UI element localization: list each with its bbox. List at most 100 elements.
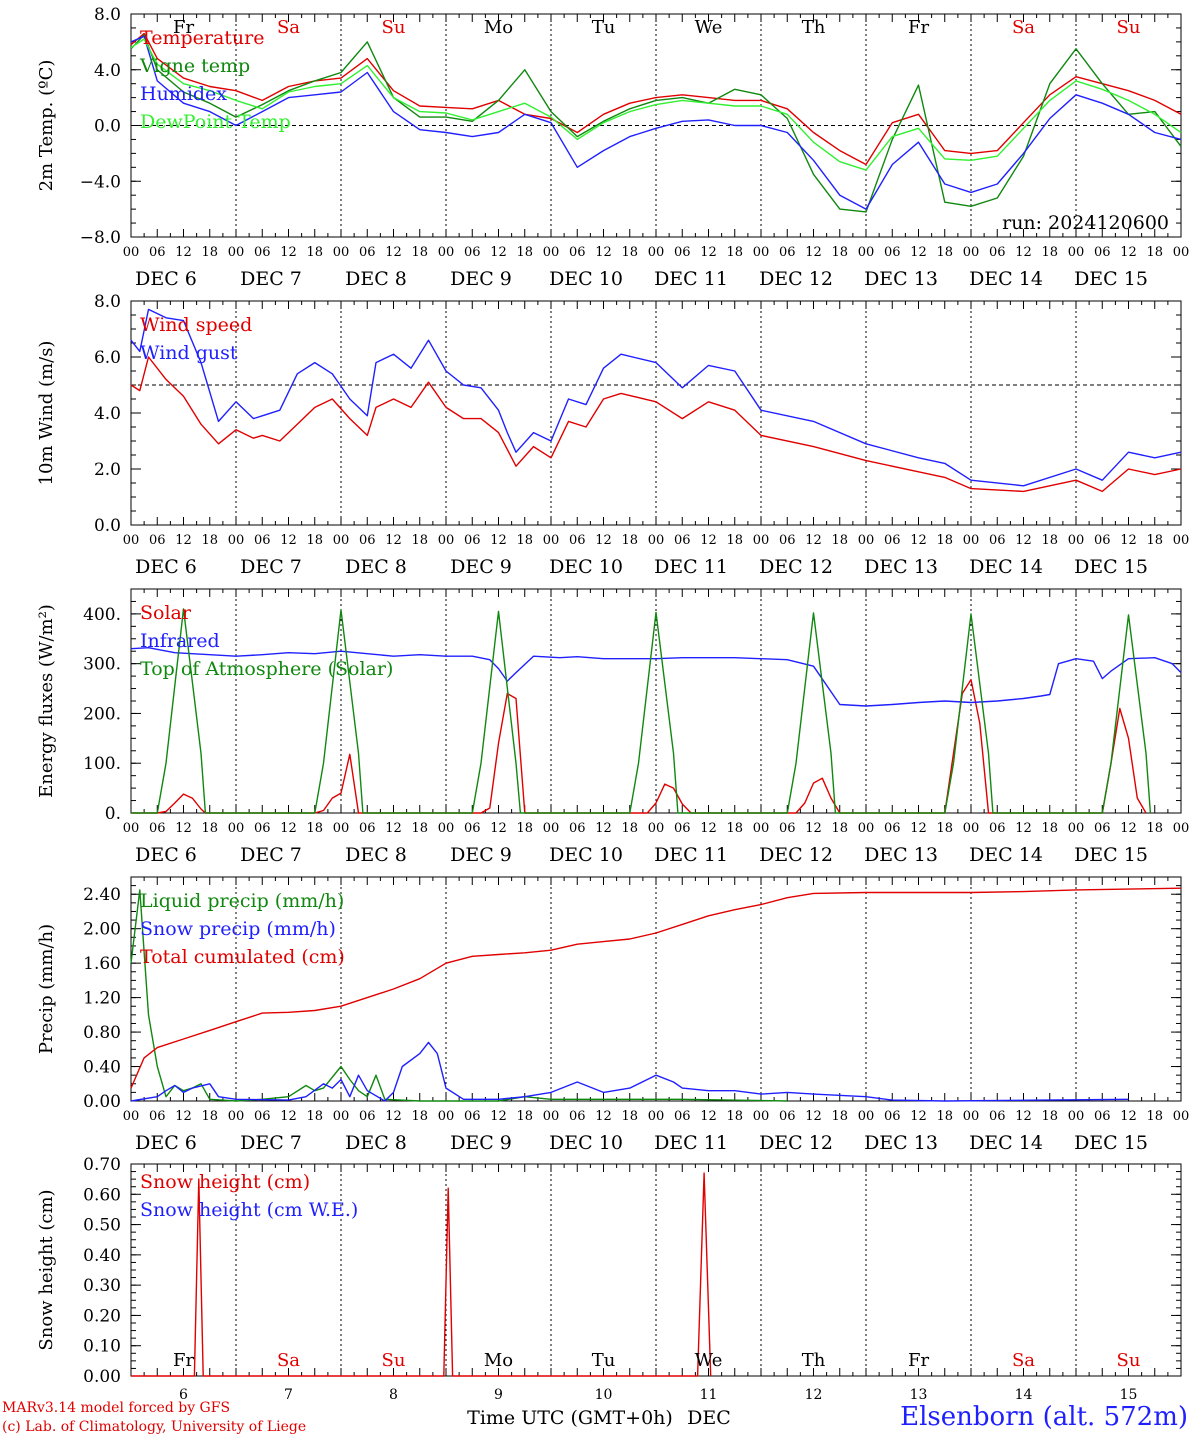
hour-label: 18 <box>1146 1109 1163 1124</box>
y-tick-label: −8.0 <box>80 228 121 248</box>
hour-label: 12 <box>700 533 717 548</box>
hour-label: 06 <box>254 1109 271 1124</box>
x-axis-label: Time UTC (GMT+0h) <box>467 1407 673 1429</box>
hour-label: 06 <box>674 245 691 260</box>
hour-label: 06 <box>884 245 901 260</box>
hour-label: 00 <box>858 821 875 836</box>
hour-label: 18 <box>516 245 533 260</box>
hour-label: 18 <box>201 245 218 260</box>
day-label: DEC 11 <box>654 1132 728 1154</box>
hour-label: 00 <box>438 1109 455 1124</box>
hour-label: 06 <box>989 821 1006 836</box>
hour-label: 06 <box>359 533 376 548</box>
hour-label: 06 <box>1094 821 1111 836</box>
series-line-temperature <box>130 32 1182 166</box>
hour-label: 18 <box>621 245 638 260</box>
hour-label: 06 <box>884 533 901 548</box>
day-label: DEC 8 <box>345 556 407 578</box>
hour-label: 06 <box>569 1109 586 1124</box>
hour-label: 00 <box>543 1109 560 1124</box>
y-tick-label: 0.40 <box>83 1246 121 1266</box>
day-label: DEC 12 <box>759 268 833 290</box>
hour-label: 00 <box>753 821 770 836</box>
hour-label: 06 <box>359 245 376 260</box>
hour-label: 00 <box>123 533 140 548</box>
hour-label: 18 <box>831 533 848 548</box>
hour-label: 18 <box>1041 245 1058 260</box>
y-tick-label: 4.0 <box>94 61 121 81</box>
y-tick-label: 0.80 <box>83 1023 121 1043</box>
hour-label: 12 <box>1015 1109 1032 1124</box>
hour-label: 18 <box>1041 1109 1058 1124</box>
series-line-wind-gust <box>130 308 1182 487</box>
weekday-label: Sa <box>277 1350 300 1371</box>
legend-entry: Snow precip (mm/h) <box>140 918 336 940</box>
day-label: DEC 7 <box>240 556 302 578</box>
hour-label: 18 <box>201 821 218 836</box>
weekday-label: Fr <box>908 1350 929 1371</box>
hour-label: 06 <box>149 821 166 836</box>
run-label: run: 2024120600 <box>1002 212 1169 234</box>
hour-label: 00 <box>123 1109 140 1124</box>
y-axis-label: Energy fluxes (W/m²) <box>36 604 57 798</box>
series-line-wind-speed <box>130 356 1182 493</box>
y-tick-label: 0.0 <box>94 516 121 536</box>
hour-label: 18 <box>621 821 638 836</box>
hour-label: 06 <box>254 821 271 836</box>
hour-label: 00 <box>963 1109 980 1124</box>
hour-label: 00 <box>123 245 140 260</box>
hour-label: 06 <box>779 1109 796 1124</box>
day-label: DEC 7 <box>240 1132 302 1154</box>
hour-label: 12 <box>385 245 402 260</box>
day-number-label: 9 <box>494 1387 503 1403</box>
legend-entry: Solar <box>140 602 192 624</box>
day-number-label: 13 <box>910 1387 928 1403</box>
hour-label: 06 <box>884 821 901 836</box>
day-label: DEC 7 <box>240 268 302 290</box>
hour-label: 12 <box>385 533 402 548</box>
hour-label: 18 <box>516 533 533 548</box>
hour-label: 12 <box>490 533 507 548</box>
hour-label: 00 <box>333 821 350 836</box>
weekday-label: Su <box>1117 17 1141 38</box>
hour-label: 12 <box>280 1109 297 1124</box>
hour-label: 12 <box>700 1109 717 1124</box>
hour-label: 00 <box>963 533 980 548</box>
y-tick-label: 0.30 <box>83 1276 121 1296</box>
hour-label: 18 <box>621 533 638 548</box>
day-label: DEC 13 <box>864 844 938 866</box>
hour-label: 12 <box>910 533 927 548</box>
hour-label: 00 <box>333 1109 350 1124</box>
day-label: DEC 11 <box>654 556 728 578</box>
weekday-label: Tu <box>592 1350 616 1371</box>
y-tick-label: −4.0 <box>80 172 121 192</box>
series-line-solar <box>131 678 1147 814</box>
hour-label: 18 <box>1146 245 1163 260</box>
day-number-label: 14 <box>1015 1387 1033 1403</box>
hour-label: 18 <box>201 1109 218 1124</box>
series-line-snow-height-cm- <box>131 1172 712 1377</box>
hour-label: 00 <box>858 245 875 260</box>
y-axis-label: 2m Temp. (ºC) <box>36 60 57 192</box>
y-tick-label: 0.50 <box>83 1216 121 1236</box>
day-label: DEC 12 <box>759 1132 833 1154</box>
hour-label: 00 <box>543 245 560 260</box>
hour-label: 18 <box>201 533 218 548</box>
day-label: DEC 9 <box>450 844 512 866</box>
y-tick-label: 0.0 <box>94 117 121 137</box>
y-tick-label: 200. <box>83 704 121 724</box>
hour-label: 18 <box>1041 821 1058 836</box>
hour-label: 00 <box>648 821 665 836</box>
weekday-label: Mo <box>484 1350 513 1371</box>
hour-label: 06 <box>1094 533 1111 548</box>
series-line-total-cumulated-cm- <box>130 887 1182 1089</box>
legend-entry: Snow height (cm W.E.) <box>140 1199 358 1221</box>
hour-label: 06 <box>149 245 166 260</box>
day-number-label: 10 <box>595 1387 613 1403</box>
y-tick-label: 1.20 <box>83 989 121 1009</box>
day-label: DEC 14 <box>969 268 1043 290</box>
hour-label: 18 <box>831 821 848 836</box>
weekday-label: Sa <box>1012 17 1035 38</box>
hour-label: 12 <box>910 821 927 836</box>
hour-label: 06 <box>254 245 271 260</box>
